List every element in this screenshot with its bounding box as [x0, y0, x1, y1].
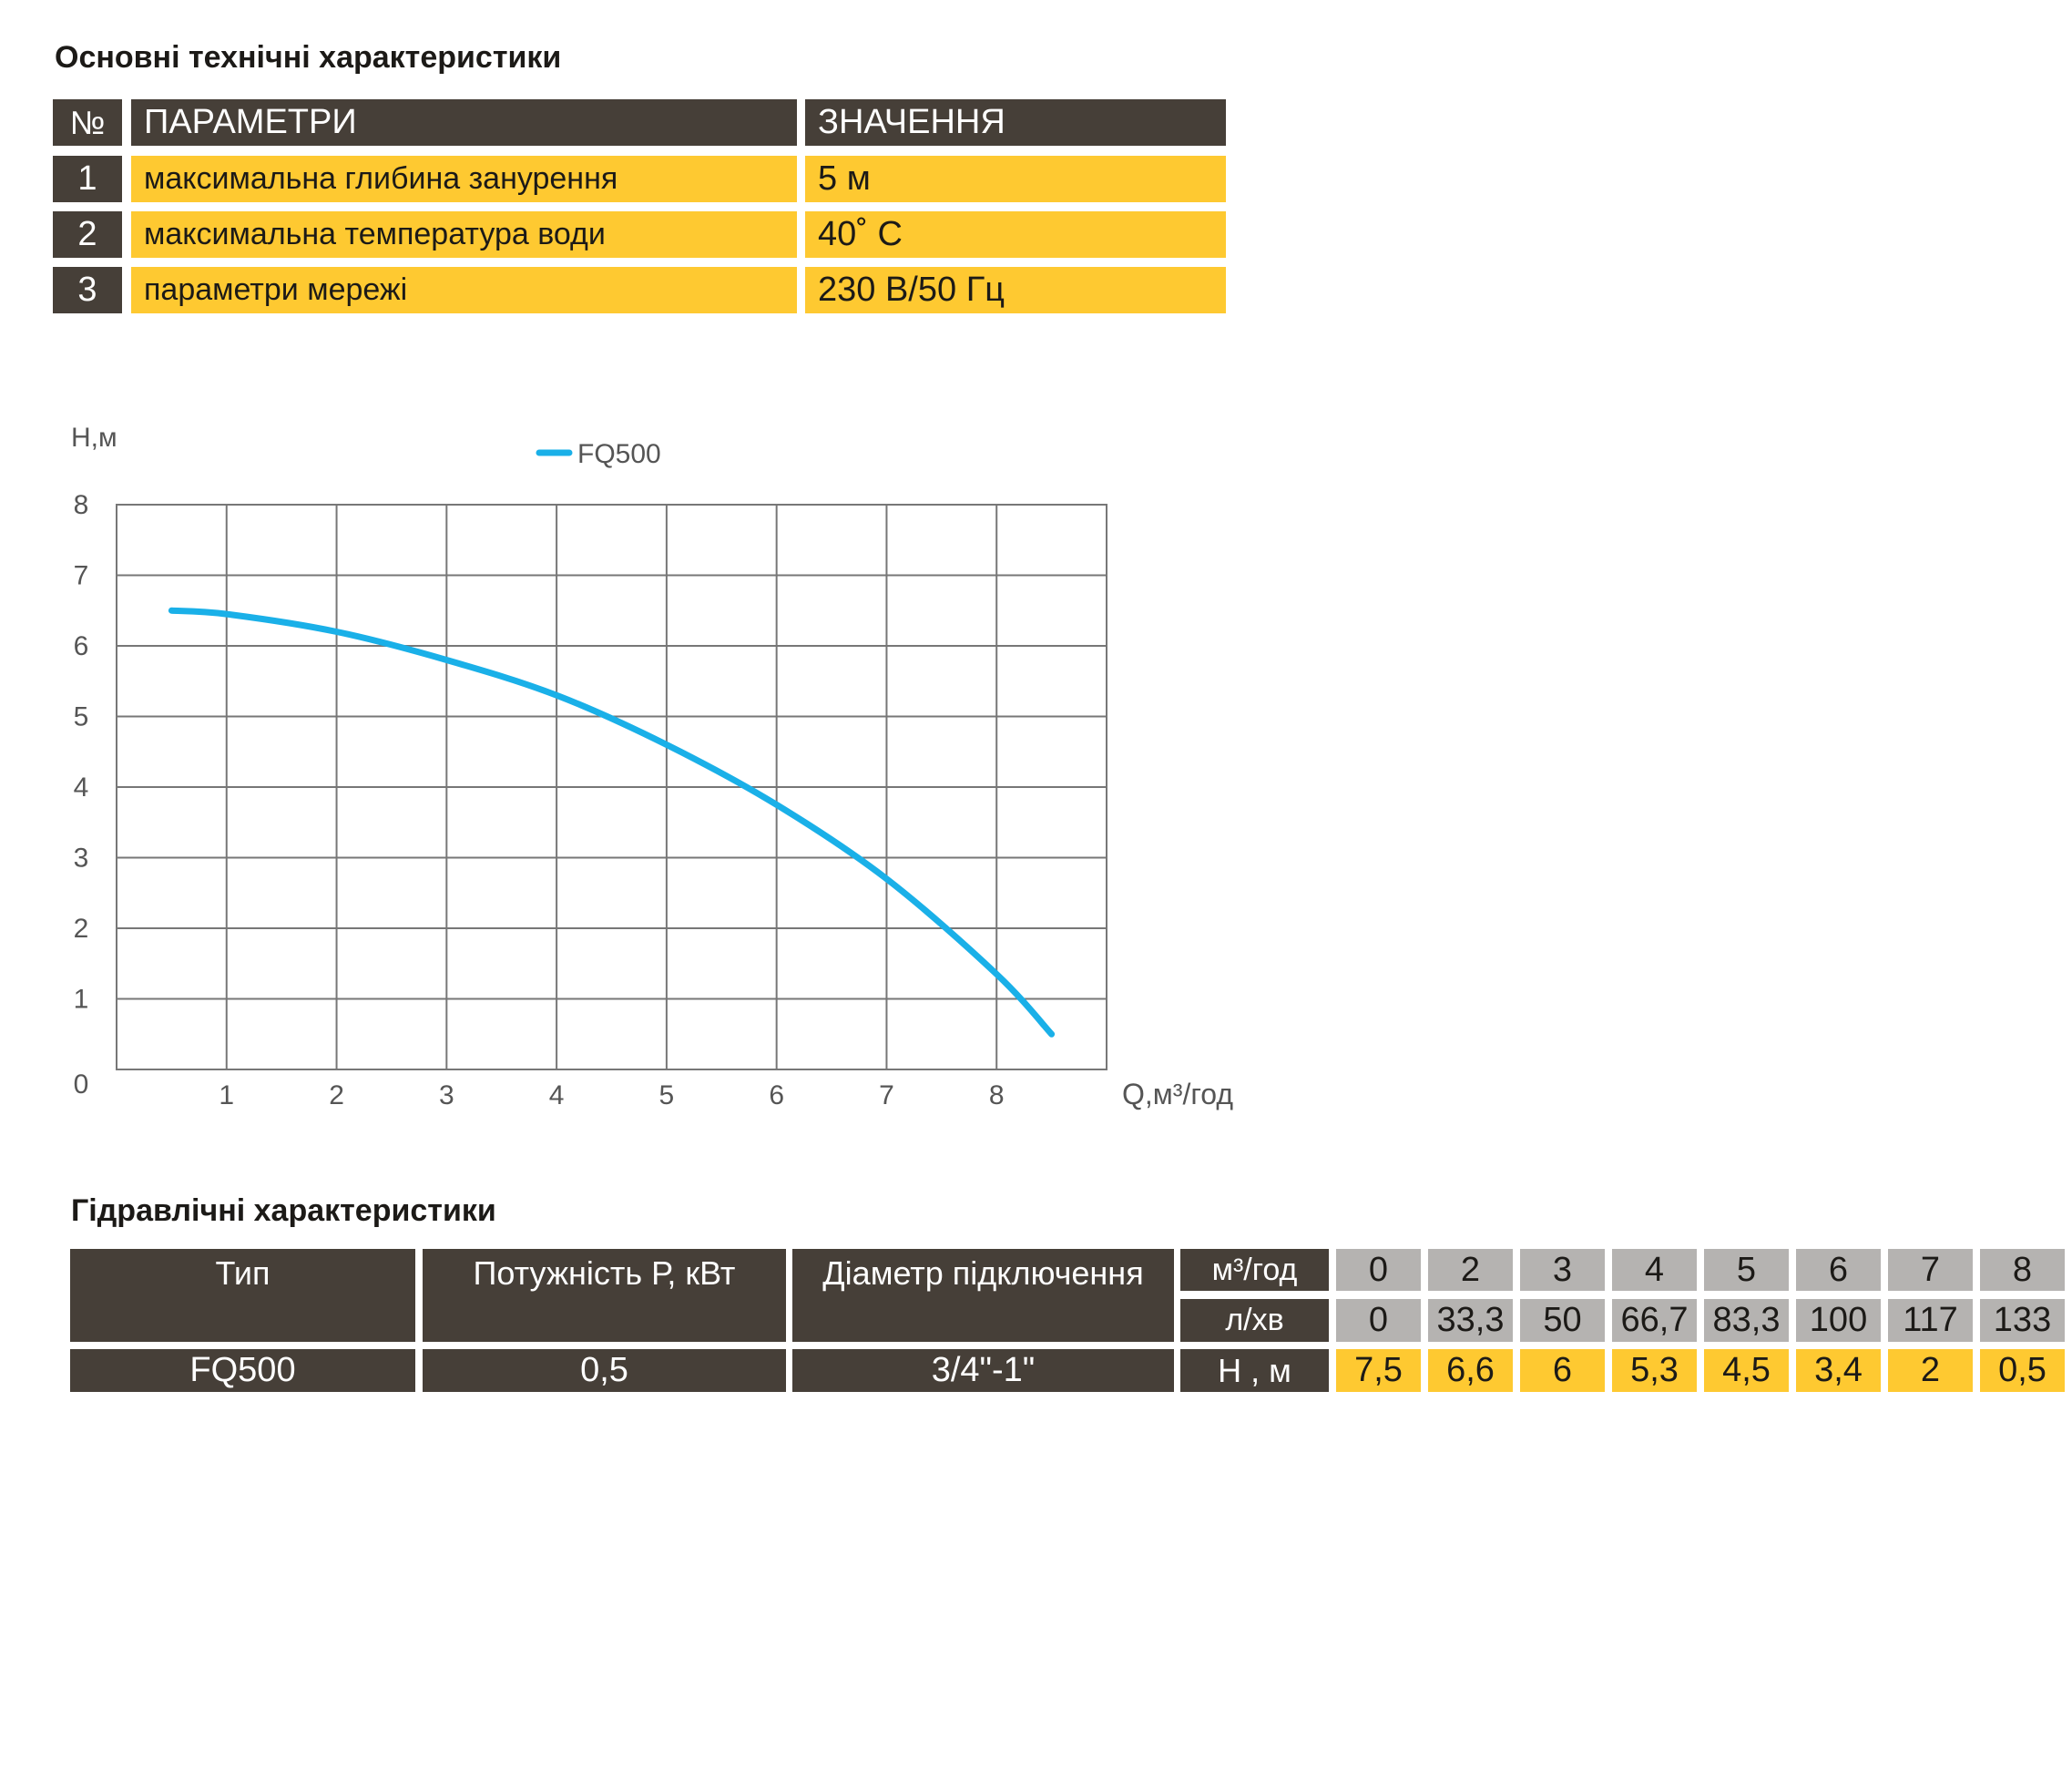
y-tick-label: 2 [74, 914, 89, 944]
flow-lmin: 50 [1520, 1299, 1605, 1342]
flow-lmin: 66,7 [1612, 1299, 1697, 1342]
section-title: Основні технічні характеристики [55, 40, 562, 75]
y-tick-label: 3 [74, 844, 89, 874]
head: 7,5 [1336, 1349, 1421, 1392]
section-title: Гідравлічні характеристики [71, 1193, 496, 1228]
parameter: максимальна глибина занурення [131, 156, 797, 202]
y-tick-label: 4 [74, 772, 89, 803]
flow-m3h: 7 [1888, 1249, 1973, 1291]
row-number: 2 [53, 211, 122, 258]
x-tick-label: 1 [219, 1080, 234, 1110]
flow-m3h: 8 [1980, 1249, 2065, 1291]
head: 6 [1520, 1349, 1605, 1392]
y-tick-label: 6 [74, 631, 89, 661]
flow-m3h: 5 [1704, 1249, 1789, 1291]
x-tick-label: 7 [879, 1080, 894, 1110]
y-tick-label: 7 [74, 561, 89, 591]
table-cell: FQ500 [70, 1349, 415, 1392]
x-tick-label: 3 [439, 1080, 454, 1110]
row-number: 3 [53, 267, 122, 313]
flow-lmin: 100 [1796, 1299, 1881, 1342]
table-header: Потужність Р, кВт [423, 1249, 786, 1342]
row-label: л/хв [1180, 1299, 1329, 1342]
row-number: 1 [53, 156, 122, 202]
flow-m3h: 4 [1612, 1249, 1697, 1291]
table-header: № [53, 99, 122, 146]
flow-lmin: 117 [1888, 1299, 1973, 1342]
table-header: Діаметр підключення [792, 1249, 1174, 1342]
value: 40˚ C [805, 211, 1226, 258]
x-tick-label: 2 [329, 1080, 344, 1110]
flow-m3h: 3 [1520, 1249, 1605, 1291]
y-tick-label: 0 [74, 1069, 89, 1100]
y-tick-label: 5 [74, 702, 89, 732]
table-header: Тип [70, 1249, 415, 1342]
x-tick-label: 6 [769, 1080, 784, 1110]
head: 2 [1888, 1349, 1973, 1392]
flow-m3h: 2 [1428, 1249, 1513, 1291]
flow-lmin: 0 [1336, 1299, 1421, 1342]
flow-lmin: 83,3 [1704, 1299, 1789, 1342]
table-cell: 0,5 [423, 1349, 786, 1392]
y-tick-label: 1 [74, 985, 89, 1015]
curve [168, 607, 1056, 1038]
table-header: ЗНАЧЕННЯ [805, 99, 1226, 146]
parameter: максимальна температура води [131, 211, 797, 258]
x-axis-label: Q,м³/год [1122, 1078, 1233, 1110]
table-header: ПАРАМЕТРИ [131, 99, 797, 146]
head: 4,5 [1704, 1349, 1789, 1392]
flow-m3h: 0 [1336, 1249, 1421, 1291]
value: 5 м [805, 156, 1226, 202]
x-tick-label: 5 [659, 1080, 675, 1110]
flow-lmin: 33,3 [1428, 1299, 1513, 1342]
parameter: параметри мережі [131, 267, 797, 313]
y-axis-label: Н,м [71, 423, 117, 453]
row-label: Н , м [1180, 1349, 1329, 1392]
legend-label: FQ500 [577, 439, 661, 469]
head: 6,6 [1428, 1349, 1513, 1392]
y-tick-label: 8 [74, 490, 89, 520]
table-cell: 3/4"-1" [792, 1349, 1174, 1392]
head: 5,3 [1612, 1349, 1697, 1392]
x-tick-label: 4 [549, 1080, 565, 1110]
head: 0,5 [1980, 1349, 2065, 1392]
row-label: м³/год [1180, 1249, 1329, 1291]
flow-lmin: 133 [1980, 1299, 2065, 1342]
head: 3,4 [1796, 1349, 1881, 1392]
value: 230 В/50 Гц [805, 267, 1226, 313]
x-tick-label: 8 [989, 1080, 1005, 1110]
flow-m3h: 6 [1796, 1249, 1881, 1291]
